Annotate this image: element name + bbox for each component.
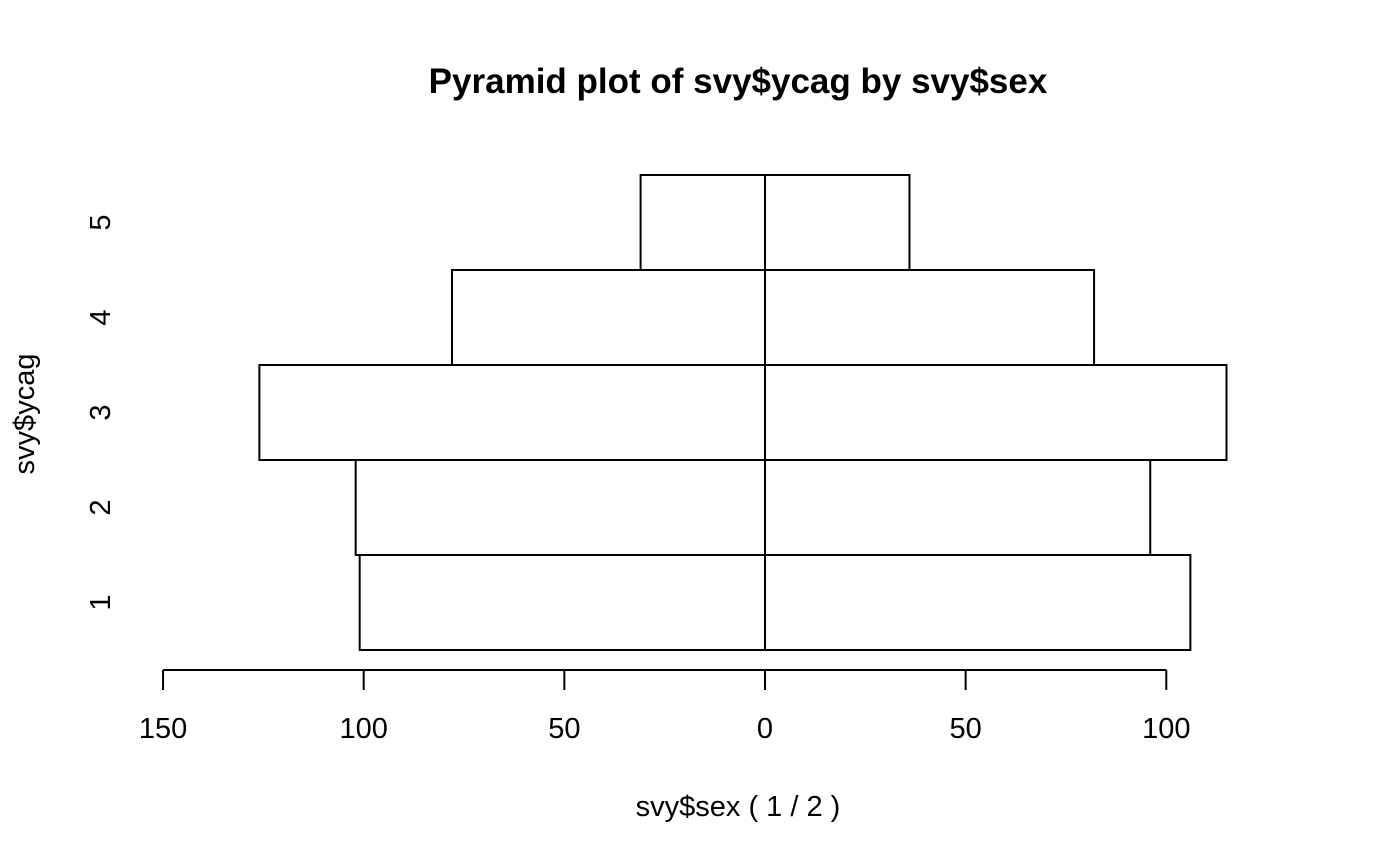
bar-right-5	[764, 174, 911, 271]
bars-group	[258, 174, 1228, 651]
y-axis-tick-labels: 1 2 3 4 5	[85, 214, 117, 610]
x-axis: 150 100 50 0 50 100	[139, 669, 1190, 745]
y-axis-label: svy$ycag	[9, 354, 41, 475]
y-tick-label-5: 5	[85, 214, 117, 230]
bar-left-5	[639, 174, 766, 271]
y-tick-label-1: 1	[85, 594, 117, 610]
x-tick-right-1-label: 100	[1142, 713, 1190, 745]
bar-right-4	[764, 269, 1096, 366]
bar-right-2	[764, 459, 1152, 556]
chart-title: Pyramid plot of svy$ycag by svy$sex	[429, 62, 1048, 101]
bar-right-1	[764, 554, 1192, 651]
bar-left-3	[258, 364, 766, 461]
bar-left-2	[354, 459, 766, 556]
x-axis-label: svy$sex ( 1 / 2 )	[636, 791, 841, 823]
bar-left-4	[450, 269, 766, 366]
x-tick-left-0-label: 150	[139, 713, 187, 745]
x-tick-left-1-label: 100	[340, 713, 388, 745]
bar-right-3	[764, 364, 1228, 461]
x-tick-right-0-label: 50	[950, 713, 982, 745]
y-tick-label-2: 2	[85, 499, 117, 515]
x-tick-left-3-label: 0	[757, 713, 773, 745]
y-tick-label-4: 4	[85, 309, 117, 325]
x-tick-left-2-label: 50	[548, 713, 580, 745]
y-tick-label-3: 3	[85, 404, 117, 420]
bar-left-1	[358, 554, 766, 651]
